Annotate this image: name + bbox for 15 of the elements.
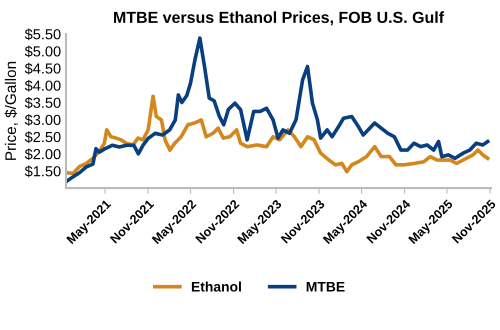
line-series — [66, 94, 490, 176]
legend-label: MTBE — [306, 282, 345, 292]
chart-title: MTBE versus Ethanol Prices, FOB U.S. Gulf — [114, 11, 444, 26]
line-series — [66, 36, 490, 184]
y-tick-label: $2.00 — [24, 148, 61, 160]
y-tick-label: $2.50 — [24, 131, 61, 144]
y-tick-label: $4.50 — [24, 62, 61, 75]
y-tick-label: $5.50 — [24, 28, 61, 40]
y-tick-label: $3.50 — [24, 96, 61, 109]
y-axis-title: Price, $/Gallon — [4, 62, 18, 160]
y-tick-label: $4.00 — [24, 80, 61, 92]
y-tick-label: $1.50 — [24, 165, 61, 178]
y-tick-label: $3.00 — [24, 114, 61, 126]
y-tick-label: $5.00 — [24, 46, 61, 58]
legend-label: Ethanol — [192, 281, 241, 292]
